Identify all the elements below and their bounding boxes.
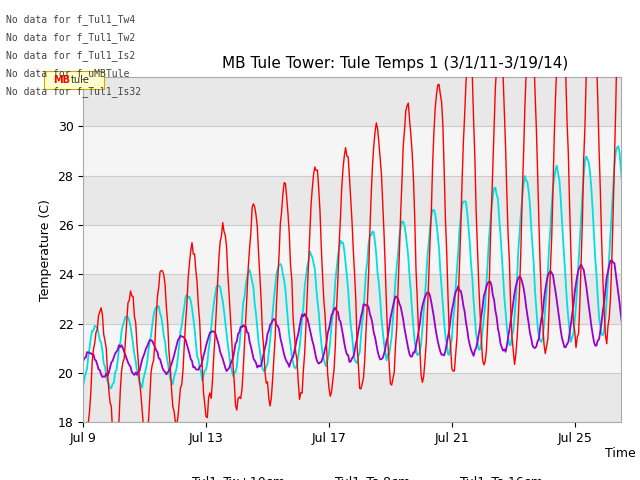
Bar — [83, 324, 621, 373]
Text: No data for f_uMBTule: No data for f_uMBTule — [6, 68, 130, 79]
Text: MB: MB — [52, 75, 70, 84]
Bar — [83, 77, 621, 126]
Bar — [83, 373, 621, 422]
Bar — [83, 176, 621, 225]
X-axis label: Time: Time — [605, 446, 636, 459]
Text: No data for f_Tul1_Is32: No data for f_Tul1_Is32 — [6, 86, 141, 97]
Text: tule: tule — [71, 75, 90, 84]
Y-axis label: Temperature (C): Temperature (C) — [39, 199, 52, 300]
Title: MB Tule Tower: Tule Temps 1 (3/1/11-3/19/14): MB Tule Tower: Tule Temps 1 (3/1/11-3/19… — [222, 57, 568, 72]
Text: No data for f_Tul1_Tw4: No data for f_Tul1_Tw4 — [6, 13, 136, 24]
Text: No data for f_Tul1_Tw2: No data for f_Tul1_Tw2 — [6, 32, 136, 43]
Bar — [83, 225, 621, 274]
Bar — [83, 274, 621, 324]
Legend: Tul1_Tw+10cm, Tul1_Ts-8cm, Tul1_Ts-16cm: Tul1_Tw+10cm, Tul1_Ts-8cm, Tul1_Ts-16cm — [156, 470, 548, 480]
Bar — [83, 126, 621, 176]
Text: No data for f_Tul1_Is2: No data for f_Tul1_Is2 — [6, 50, 136, 61]
